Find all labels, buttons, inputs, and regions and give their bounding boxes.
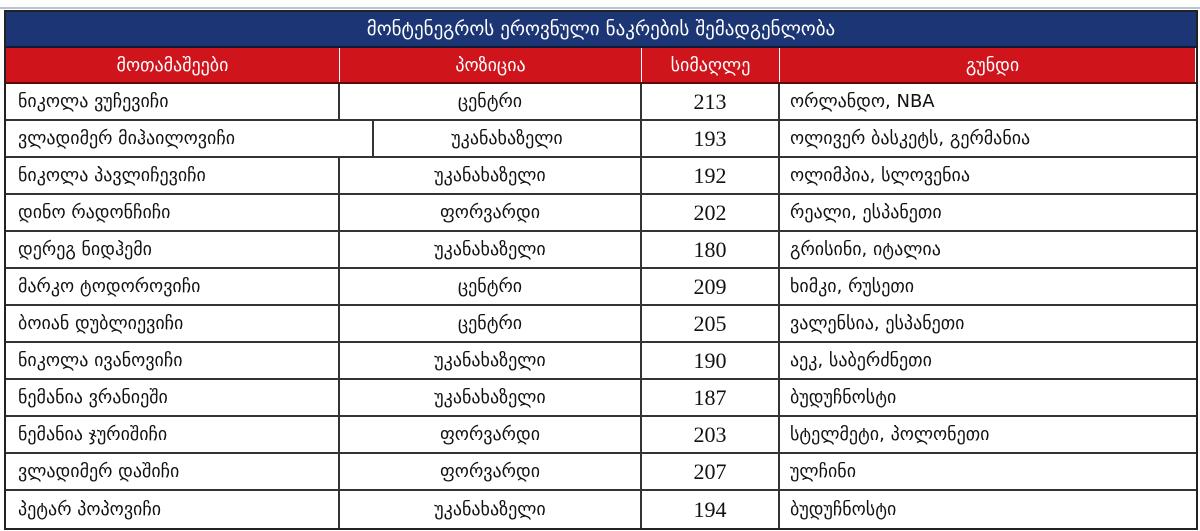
position-cell: ცენტრი bbox=[340, 306, 642, 341]
player-cell: პეტარ პოპოვიჩი bbox=[6, 491, 340, 528]
player-cell: ნიკოლა პავლიჩევიჩი bbox=[6, 158, 340, 193]
table-row: ვლადიმერ მიჰაილოვიჩი უკანახაზელი 193 ოლივერ… bbox=[6, 121, 1196, 158]
table-row: ბოიან დუბლიევიჩი ცენტრი 205 ვალენსია, ესპან… bbox=[6, 306, 1196, 343]
height-cell: 205 bbox=[642, 306, 780, 341]
player-cell: ვლადიმერ დაშიჩი bbox=[6, 454, 340, 489]
position-cell: უკანახაზელი bbox=[374, 121, 642, 156]
height-cell: 202 bbox=[642, 195, 780, 230]
team-cell: ორლანდო, NBA bbox=[790, 91, 935, 112]
position-cell: ცენტრი bbox=[340, 84, 642, 119]
team-cell: აეკ, საბერძნეთი bbox=[790, 350, 932, 371]
table-title: მონტენეგროს ეროვნული ნაკრების შემადგენლო… bbox=[6, 12, 1196, 48]
team-cell: ულჩინი bbox=[790, 461, 857, 482]
table-row: ვლადიმერ დაშიჩი ფორვარდი 207 ულჩინი bbox=[6, 454, 1196, 491]
team-cell: ბუდუჩნოსტი bbox=[790, 387, 897, 408]
position-cell: ფორვარდი bbox=[340, 195, 642, 230]
team-cell: ბუდუჩნოსტი bbox=[790, 499, 897, 520]
table-body: ნიკოლა ვუჩევიჩი ცენტრი 213 ორლანდო, NBA ვლად… bbox=[6, 84, 1196, 528]
table-row: პეტარ პოპოვიჩი უკანახაზელი 194 ბუდუჩნოსტი bbox=[6, 491, 1196, 528]
position-cell: უკანახაზელი bbox=[340, 158, 642, 193]
position-cell: ფორვარდი bbox=[340, 417, 642, 452]
height-cell: 190 bbox=[642, 343, 780, 378]
player-cell: ვლადიმერ მიჰაილოვიჩი bbox=[6, 121, 374, 156]
height-cell: 207 bbox=[642, 454, 780, 489]
team-cell: ვალენსია, ესპანეთი bbox=[790, 313, 965, 334]
height-cell: 213 bbox=[642, 84, 780, 119]
player-cell: ნემანია ვრანიეში bbox=[6, 380, 340, 415]
player-cell: დერეგ ნიდჰემი bbox=[6, 232, 340, 267]
header-position: პოზიცია bbox=[340, 48, 642, 82]
height-cell: 203 bbox=[642, 417, 780, 452]
position-cell: ცენტრი bbox=[340, 269, 642, 304]
position-cell: უკანახაზელი bbox=[340, 380, 642, 415]
top-divider bbox=[0, 7, 1200, 9]
header-row: მოთამაშეები პოზიცია სიმაღლე გუნდი bbox=[6, 48, 1196, 84]
height-cell: 187 bbox=[642, 380, 780, 415]
height-cell: 193 bbox=[642, 121, 780, 156]
position-cell: უკანახაზელი bbox=[340, 232, 642, 267]
position-cell: უკანახაზელი bbox=[340, 343, 642, 378]
table-row: მარკო ტოდოროვიჩი ცენტრი 209 ხიმკი, რუსეთი bbox=[6, 269, 1196, 306]
table-row: ნიკოლა პავლიჩევიჩი უკანახაზელი 192 ოლიმპია,… bbox=[6, 158, 1196, 195]
player-cell: დინო რადონჩიჩი bbox=[6, 195, 340, 230]
roster-table: მონტენეგროს ეროვნული ნაკრების შემადგენლო… bbox=[4, 10, 1198, 530]
player-cell: მარკო ტოდოროვიჩი bbox=[6, 269, 340, 304]
player-cell: ნიკოლა ვუჩევიჩი bbox=[6, 84, 340, 119]
team-cell: ოლივერ ბასკეტს, გერმანია bbox=[790, 128, 1031, 149]
team-cell: სტელმეტი, პოლონეთი bbox=[790, 424, 990, 445]
position-cell: ფორვარდი bbox=[340, 454, 642, 489]
team-cell: რეალი, ესპანეთი bbox=[790, 202, 942, 223]
table-row: ნემანია ჯურიშიჩი ფორვარდი 203 სტელმეტი, პოლ… bbox=[6, 417, 1196, 454]
height-cell: 209 bbox=[642, 269, 780, 304]
table-row: ნიკოლა ივანოვიჩი უკანახაზელი 190 აეკ, საბერ… bbox=[6, 343, 1196, 380]
table-row: დერეგ ნიდჰემი უკანახაზელი 180 გრისინი, იტალ… bbox=[6, 232, 1196, 269]
player-cell: ნემანია ჯურიშიჩი bbox=[6, 417, 340, 452]
height-cell: 194 bbox=[642, 491, 780, 528]
header-players: მოთამაშეები bbox=[6, 48, 340, 82]
team-cell: გრისინი, იტალია bbox=[790, 239, 941, 260]
header-team: გუნდი bbox=[780, 48, 1196, 82]
table-row: დინო რადონჩიჩი ფორვარდი 202 რეალი, ესპანეთი bbox=[6, 195, 1196, 232]
height-cell: 192 bbox=[642, 158, 780, 193]
player-cell: ნიკოლა ივანოვიჩი bbox=[6, 343, 340, 378]
position-cell: უკანახაზელი bbox=[340, 491, 642, 528]
header-height: სიმაღლე bbox=[642, 48, 780, 82]
team-cell: ხიმკი, რუსეთი bbox=[790, 276, 915, 297]
team-cell: ოლიმპია, სლოვენია bbox=[790, 165, 971, 186]
height-cell: 180 bbox=[642, 232, 780, 267]
table-row: ნიკოლა ვუჩევიჩი ცენტრი 213 ორლანდო, NBA bbox=[6, 84, 1196, 121]
table-row: ნემანია ვრანიეში უკანახაზელი 187 ბუდუჩნოსტი bbox=[6, 380, 1196, 417]
player-cell: ბოიან დუბლიევიჩი bbox=[6, 306, 340, 341]
